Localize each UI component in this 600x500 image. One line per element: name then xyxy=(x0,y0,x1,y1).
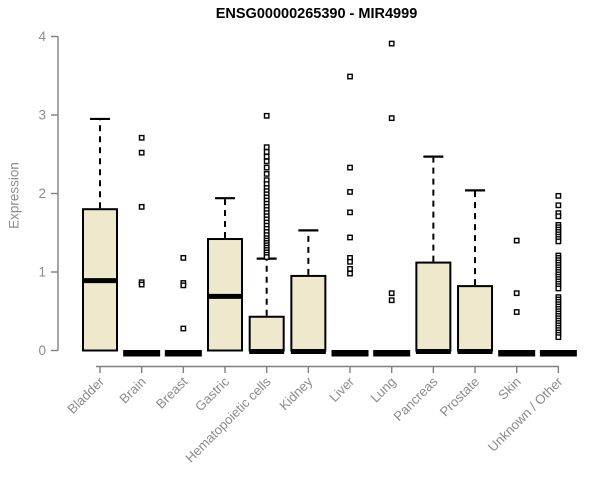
outlier-point xyxy=(347,270,353,277)
outlier-point xyxy=(138,149,145,156)
x-tick-label-gastric: Gastric xyxy=(192,374,232,414)
box-group-liver xyxy=(331,73,369,357)
x-tick-label-lung: Lung xyxy=(367,374,398,405)
outlier-point xyxy=(555,334,562,341)
outlier-point xyxy=(347,73,353,80)
outlier-point xyxy=(513,290,520,297)
box-group-bladder xyxy=(82,117,118,352)
outlier-point xyxy=(263,170,270,177)
zero-bar xyxy=(164,350,202,357)
zero-bar xyxy=(331,350,369,357)
zero-bar xyxy=(373,350,411,357)
box-group-unknown-other xyxy=(539,192,577,357)
outlier-point xyxy=(555,202,562,209)
x-tick-label-bladder: Bladder xyxy=(64,374,107,417)
x-tick-label-liver: Liver xyxy=(326,374,357,405)
box-group-lung xyxy=(373,40,411,357)
outlier-point xyxy=(138,281,145,288)
outlier-point xyxy=(138,203,145,210)
outlier-point xyxy=(263,148,270,155)
outlier-point xyxy=(180,325,187,332)
outlier-point xyxy=(388,40,395,47)
outlier-point xyxy=(263,112,270,119)
box-group-pancreas xyxy=(415,155,452,354)
y-tick-label-2: 2 xyxy=(38,186,46,201)
box-group-hematopoietic-cells xyxy=(248,112,285,354)
y-tick-label-1: 1 xyxy=(38,265,46,280)
chart-title: ENSG00000265390 - MIR4999 xyxy=(215,6,418,22)
outlier-point xyxy=(347,258,353,265)
box-group-breast xyxy=(164,254,202,357)
zero-bar xyxy=(123,350,161,357)
y-tick-label-4: 4 xyxy=(38,29,46,44)
box-group-brain xyxy=(123,134,161,357)
outlier-point xyxy=(555,238,562,245)
outlier-point xyxy=(555,285,562,292)
outlier-point xyxy=(180,254,187,261)
outlier-point xyxy=(263,153,270,160)
y-axis-label: Expression xyxy=(6,162,22,229)
y-tick-label-3: 3 xyxy=(38,108,46,123)
outlier-point xyxy=(388,290,395,297)
outlier-point xyxy=(347,209,353,216)
y-tick-label-0: 0 xyxy=(38,343,46,358)
box-group-prostate xyxy=(457,189,494,354)
outlier-point xyxy=(555,213,562,220)
outlier-point xyxy=(263,158,270,165)
box-group-gastric xyxy=(207,197,244,352)
x-tick-label-breast: Breast xyxy=(153,374,191,412)
outlier-point xyxy=(513,309,520,315)
x-tick-label-kidney: Kidney xyxy=(276,374,315,413)
box-rect xyxy=(248,315,285,352)
box-group-kidney xyxy=(290,229,327,354)
box-rect xyxy=(415,261,452,352)
outlier-point xyxy=(347,189,353,195)
x-tick-label-prostate: Prostate xyxy=(437,374,482,419)
zero-bar xyxy=(498,350,536,357)
outlier-point xyxy=(388,297,395,304)
outlier-point xyxy=(138,134,145,141)
box-group-skin xyxy=(498,237,536,357)
x-tick-label-pancreas: Pancreas xyxy=(390,374,440,424)
outlier-point xyxy=(263,164,270,171)
outlier-point xyxy=(347,234,353,241)
x-tick-label-skin: Skin xyxy=(495,374,524,403)
x-tick-label-brain: Brain xyxy=(116,374,148,406)
outlier-point xyxy=(347,265,353,272)
box-rect xyxy=(457,285,494,352)
outlier-point xyxy=(263,254,270,260)
outlier-point xyxy=(555,192,562,199)
x-tick-label-unknown-other: Unknown / Other xyxy=(485,374,566,455)
outlier-point xyxy=(513,237,520,244)
outlier-point xyxy=(347,164,353,171)
box-rect xyxy=(290,274,327,352)
outlier-point xyxy=(180,282,187,289)
outlier-point xyxy=(388,115,395,122)
zero-bar xyxy=(539,350,577,357)
outlier-point xyxy=(263,144,270,151)
